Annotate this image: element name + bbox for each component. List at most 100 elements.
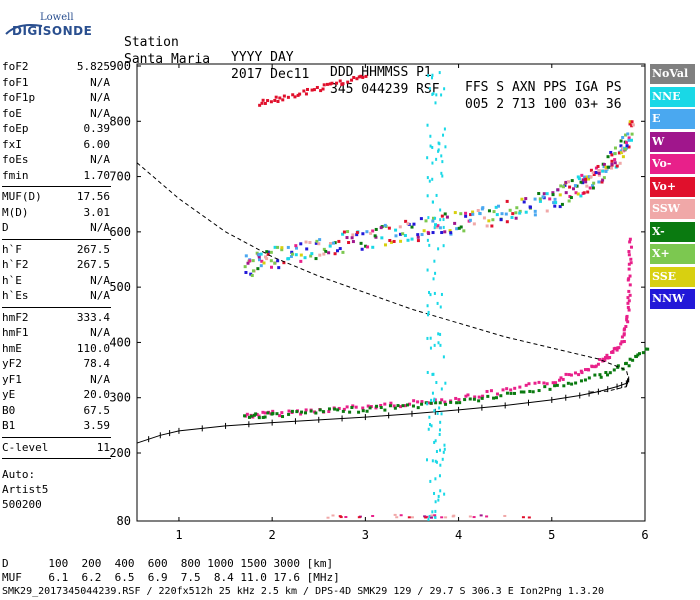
param-separator xyxy=(2,186,111,187)
x-tick-label: 1 xyxy=(175,528,182,542)
param-value: N/A xyxy=(90,91,110,104)
series-o-trace-f2-point xyxy=(545,382,549,386)
series-x-trace-f2-point xyxy=(606,373,610,377)
series-upper-trace-point xyxy=(266,99,270,103)
series-x-trace-f2-point xyxy=(472,397,476,401)
series-x-trace-f2-point xyxy=(570,382,574,386)
series-multi-hop-trace-point xyxy=(628,120,632,124)
series-o-trace-f2-point xyxy=(590,365,594,369)
series-x-trace-f2-point xyxy=(641,351,645,355)
interference-point xyxy=(431,92,434,96)
series-o-trace-f2-point xyxy=(624,325,628,329)
series-multi-hop-trace-point xyxy=(328,244,332,248)
series-x-trace-f2-point xyxy=(243,414,247,418)
series-multi-hop-trace-point xyxy=(431,216,435,220)
series-upper-trace-point xyxy=(321,87,325,91)
interference-point xyxy=(443,87,446,91)
series-multi-hop-trace-point xyxy=(558,205,562,209)
series-o-trace-f2-point xyxy=(245,412,249,416)
series-multi-hop-trace-point xyxy=(533,209,537,213)
footer-muf-row: MUF 6.1 6.2 6.5 6.9 7.5 8.4 11.0 17.6 [M… xyxy=(2,571,340,584)
series-multi-hop-trace-point xyxy=(623,147,627,151)
interference-point xyxy=(432,372,435,376)
interference-point xyxy=(427,313,430,317)
series-multi-hop-trace-point xyxy=(282,261,286,265)
series-multi-hop-trace-point xyxy=(280,246,284,250)
header-row-labels: Station YYYY DAY DDD HHMMSS P1 FFS S AXN… xyxy=(124,20,622,95)
noise-point xyxy=(395,516,399,519)
series-multi-hop-trace-point xyxy=(371,245,375,249)
series-o-trace-f2-point xyxy=(299,412,303,416)
noise-point xyxy=(331,514,335,517)
interference-point xyxy=(428,290,431,294)
series-x-trace-f2-point xyxy=(631,358,635,362)
param-value: 78.4 xyxy=(83,357,111,370)
series-multi-hop-trace-point xyxy=(243,265,247,269)
series-x-trace-f2-point xyxy=(420,402,424,406)
series-multi-hop-trace-point xyxy=(582,191,586,195)
interference-point xyxy=(437,498,440,502)
series-multi-hop-trace-point xyxy=(615,164,619,168)
series-multi-hop-trace-point xyxy=(597,173,601,177)
interference-point xyxy=(441,457,444,461)
interference-point xyxy=(428,87,431,91)
series-multi-hop-trace-point xyxy=(591,183,595,187)
series-o-trace-f2-point xyxy=(569,373,573,377)
series-multi-hop-trace-point xyxy=(295,246,299,250)
interference-point xyxy=(438,432,441,436)
x-tick-label: 5 xyxy=(548,528,555,542)
series-multi-hop-trace-point xyxy=(630,120,634,124)
series-o-trace-f2-point xyxy=(263,411,267,415)
param-label: foF1p xyxy=(2,91,36,104)
series-multi-hop-trace-point xyxy=(457,226,461,230)
noise-point xyxy=(393,513,397,516)
footer-file-info: SMK29_2017345044239.RSF / 220fx512h 25 k… xyxy=(2,586,605,597)
series-upper-trace-point xyxy=(258,103,262,107)
y-tick-label: 300 xyxy=(109,391,131,405)
interference-point xyxy=(442,450,445,454)
series-o-trace-f2-point xyxy=(558,378,562,382)
series-x-trace-f2-point xyxy=(463,398,467,402)
series-multi-hop-trace-point xyxy=(314,241,318,245)
param-label: yF1 xyxy=(2,372,22,386)
series-x-trace-f2-point xyxy=(295,410,299,414)
digisonde-logo: Lowell DIGISONDE xyxy=(4,10,100,46)
y-tick-label: 400 xyxy=(109,335,131,349)
series-x-trace-f2-point xyxy=(361,409,365,413)
param-separator xyxy=(2,306,111,308)
series-multi-hop-trace-point xyxy=(575,184,579,188)
series-multi-hop-trace-point xyxy=(383,243,387,247)
series-x-trace-f2-point xyxy=(247,415,251,419)
interference-point xyxy=(439,305,442,309)
series-upper-trace-point xyxy=(281,98,285,102)
noise-point xyxy=(468,515,472,518)
series-multi-hop-trace-point xyxy=(505,199,509,203)
series-multi-hop-trace-point xyxy=(469,213,473,217)
series-multi-hop-trace-point xyxy=(420,233,424,237)
series-o-trace-f2-point xyxy=(603,358,607,362)
series-upper-trace-point xyxy=(361,75,365,79)
series-multi-hop-trace-point xyxy=(497,204,501,208)
autoscaling-info: 500200 xyxy=(2,498,42,511)
param-row: yE 20.0 xyxy=(2,388,110,404)
series-multi-hop-trace-point xyxy=(256,267,260,271)
x-tick-label: 6 xyxy=(641,528,648,542)
autoscaling-info: Auto: xyxy=(2,468,36,481)
series-o-trace-f2-point xyxy=(629,245,633,249)
interference-point xyxy=(436,301,439,305)
param-row: foF1p N/A xyxy=(2,91,110,107)
series-x-trace-f2-point xyxy=(562,384,566,388)
series-x-trace-f2-point xyxy=(263,415,267,419)
series-multi-hop-trace-point xyxy=(562,185,566,189)
series-o-trace-f2-point xyxy=(606,356,610,360)
series-multi-hop-trace-point xyxy=(574,191,578,195)
series-multi-hop-trace-point xyxy=(520,197,524,201)
series-multi-hop-trace-point xyxy=(594,170,598,174)
series-multi-hop-trace-point xyxy=(289,254,293,258)
series-x-trace-f2-point xyxy=(624,361,628,365)
series-multi-hop-trace-point xyxy=(244,254,248,258)
series-multi-hop-trace-point xyxy=(591,171,595,175)
series-multi-hop-trace-point xyxy=(269,265,273,269)
series-multi-hop-trace-point xyxy=(269,259,273,263)
